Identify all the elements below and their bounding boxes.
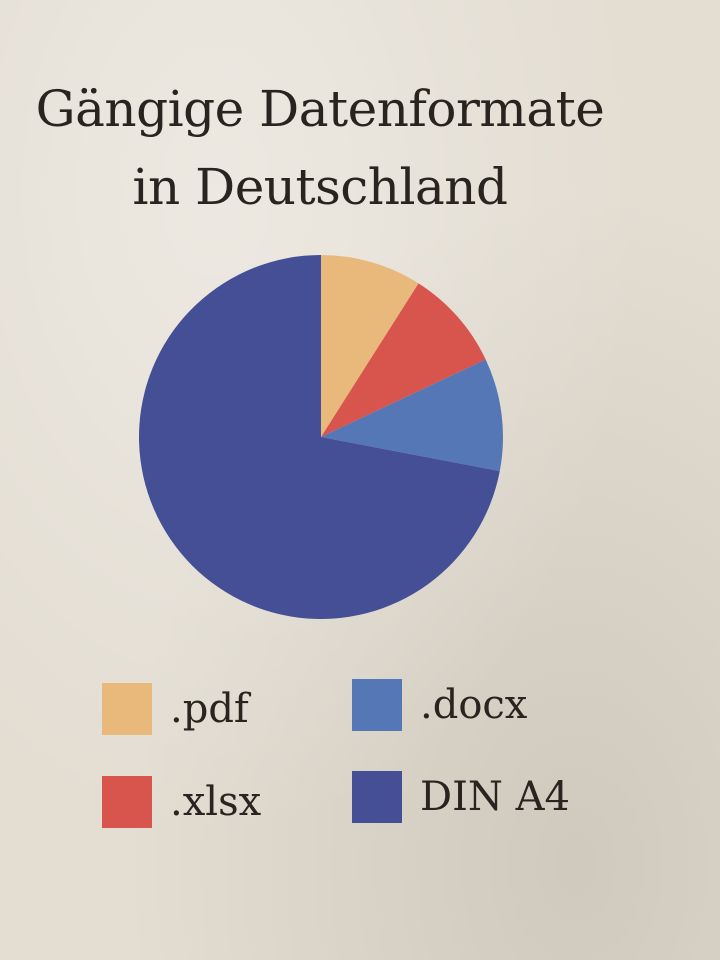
chart-title-line-1: Gängige Datenformate — [35, 80, 605, 138]
legend-label-din-a4: DIN A4 — [420, 774, 570, 820]
chart-title-line-2: in Deutschland — [132, 158, 508, 216]
pie-slice-docx — [321, 359, 503, 472]
legend-label-xlsx: .xlsx — [170, 779, 262, 825]
pie-slice-din-a4 — [138, 255, 500, 619]
legend-item-din-a4: DIN A4 — [352, 771, 570, 823]
legend-swatch-pdf — [102, 683, 152, 735]
pie-slice-pdf — [321, 255, 419, 437]
legend-item-pdf: .pdf — [102, 683, 249, 735]
legend-item-xlsx: .xlsx — [102, 776, 261, 828]
legend-swatch-docx — [352, 679, 402, 731]
legend-label-docx: .docx — [420, 682, 528, 728]
legend-swatch-din-a4 — [352, 771, 402, 823]
legend-label-pdf: .pdf — [170, 686, 249, 732]
legend-item-docx: .docx — [352, 679, 527, 731]
legend-swatch-xlsx — [102, 776, 152, 828]
chart-title: Gängige Datenformate in Deutschland — [0, 70, 640, 226]
pie-slice-xlsx — [321, 283, 486, 437]
